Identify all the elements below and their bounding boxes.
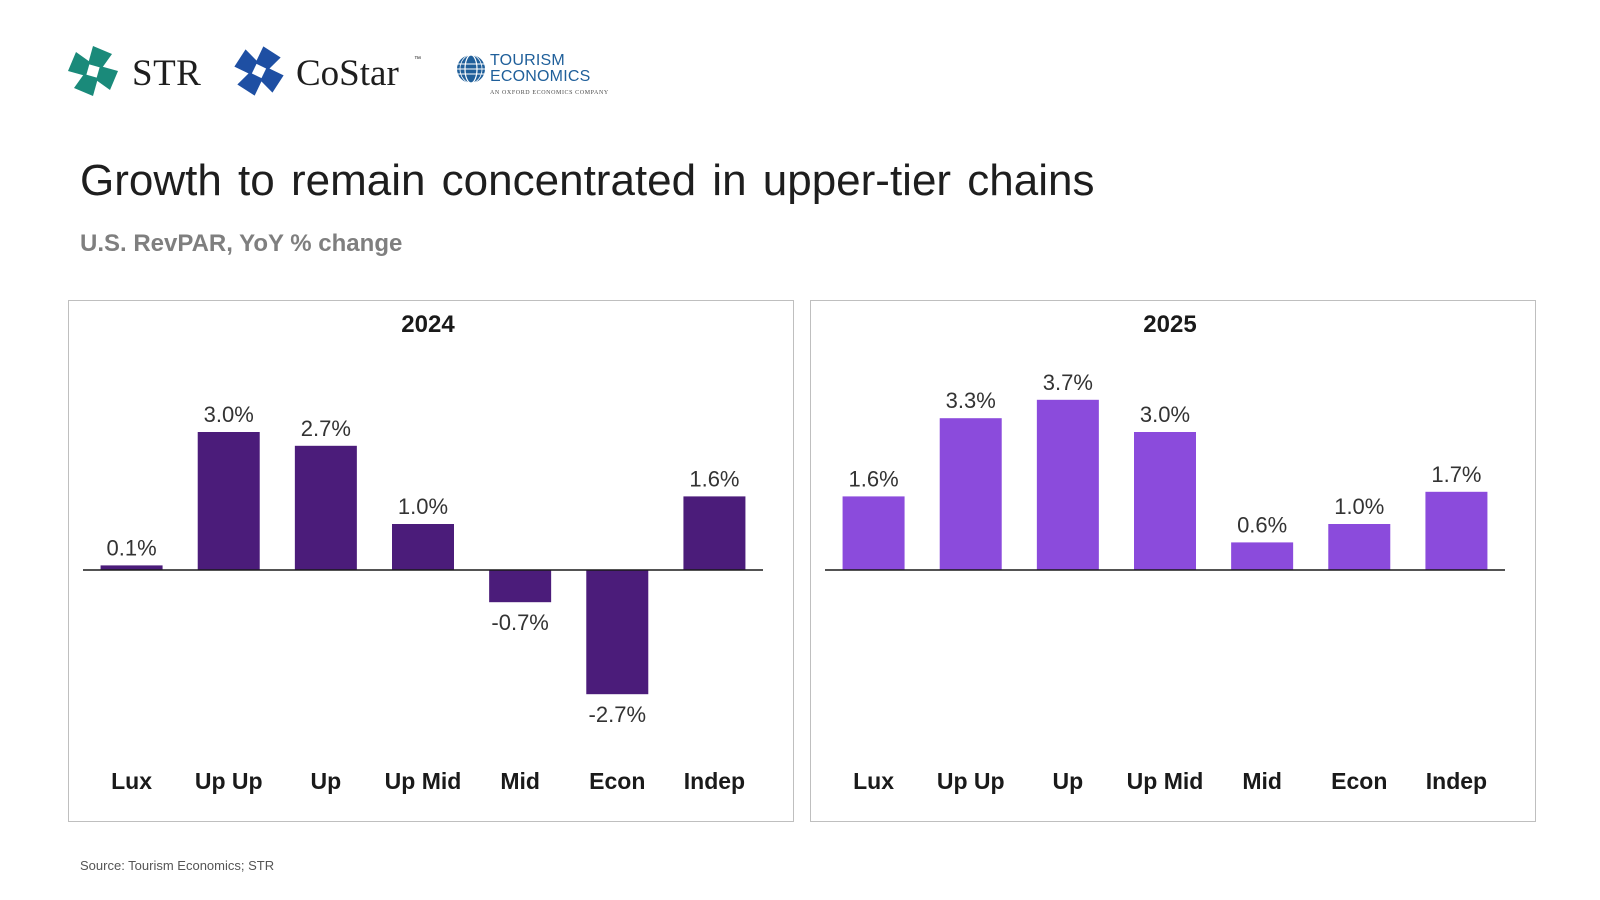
tourism-economics-logo-line2: ECONOMICS — [490, 68, 591, 85]
bar-chart-2024: 2024 0.1% Lux 3.0% Up Up 2.7% Up 1.0% Up Mid -0.7… — [83, 311, 763, 794]
bar-mid — [489, 570, 552, 603]
bar-up-up — [939, 418, 1002, 570]
chart-title: 2024 — [401, 311, 455, 338]
data-label: 2.7% — [301, 416, 351, 441]
source-note: Source: Tourism Economics; STR — [80, 858, 275, 873]
data-label: 3.7% — [1043, 370, 1093, 395]
data-label: 1.6% — [848, 466, 898, 491]
bar-up — [1036, 399, 1099, 570]
bar-up — [294, 445, 357, 570]
bar-indep — [683, 496, 746, 570]
bar-indep — [1425, 491, 1488, 570]
chart-panel-2025: 2025 1.6% Lux 3.3% Up Up 3.7% Up 3.0% Up Mid 0.6%… — [810, 300, 1536, 822]
category-label: Mid — [1242, 768, 1282, 794]
data-label: 0.1% — [106, 535, 156, 560]
bar-up-mid — [1134, 432, 1196, 570]
data-label: 1.6% — [689, 466, 739, 491]
category-label: Lux — [853, 768, 894, 794]
costar-trademark: ™ — [414, 56, 421, 63]
page-subtitle: U.S. RevPAR, YoY % change — [80, 230, 403, 257]
costar-logo-icon — [234, 46, 284, 96]
data-label: 3.3% — [946, 388, 996, 413]
category-label: Up — [1053, 768, 1084, 794]
data-label: 3.0% — [204, 402, 254, 427]
tourism-economics-logo-tagline: AN OXFORD ECONOMICS COMPANY — [490, 90, 609, 96]
category-label: Up Mid — [1127, 768, 1204, 794]
globe-icon — [457, 54, 485, 84]
category-label: Lux — [111, 768, 152, 794]
data-label: 1.7% — [1431, 462, 1481, 487]
category-label: Indep — [684, 768, 745, 794]
data-label: -0.7% — [491, 610, 548, 635]
chart-panel-2024: 2024 0.1% Lux 3.0% Up Up 2.7% Up 1.0% Up Mid -0.7… — [68, 300, 794, 822]
bar-mid — [1231, 542, 1294, 570]
category-label: Up Mid — [385, 768, 462, 794]
chart-title: 2025 — [1143, 311, 1196, 338]
str-logo-text: STR — [132, 53, 202, 94]
bar-econ — [1328, 524, 1391, 570]
data-label: -2.7% — [589, 702, 646, 727]
costar-logo-text: CoStar — [296, 53, 399, 94]
logo-row: STR CoStar ™ TOURISM ECONOMICS AN OXFORD… — [66, 44, 786, 100]
category-label: Up Up — [195, 768, 263, 794]
data-label: 3.0% — [1140, 402, 1190, 427]
data-label: 0.6% — [1237, 512, 1287, 537]
page-title: Growth to remain concentrated in upper-t… — [80, 156, 1095, 205]
bar-econ — [586, 570, 649, 695]
bar-chart-2025: 2025 1.6% Lux 3.3% Up Up 3.7% Up 3.0% Up Mid 0.6%… — [825, 311, 1505, 794]
category-label: Up — [311, 768, 342, 794]
tourism-economics-logo-line1: TOURISM — [490, 52, 565, 69]
data-label: 1.0% — [398, 494, 448, 519]
data-label: 1.0% — [1334, 494, 1384, 519]
category-label: Mid — [500, 768, 540, 794]
category-label: Indep — [1426, 768, 1487, 794]
category-label: Econ — [589, 768, 645, 794]
category-label: Up Up — [937, 768, 1005, 794]
str-logo-icon — [68, 46, 118, 96]
bar-lux — [100, 565, 163, 570]
category-label: Econ — [1331, 768, 1387, 794]
bar-lux — [842, 496, 905, 570]
bar-up-mid — [392, 524, 454, 570]
bar-up-up — [197, 432, 260, 570]
